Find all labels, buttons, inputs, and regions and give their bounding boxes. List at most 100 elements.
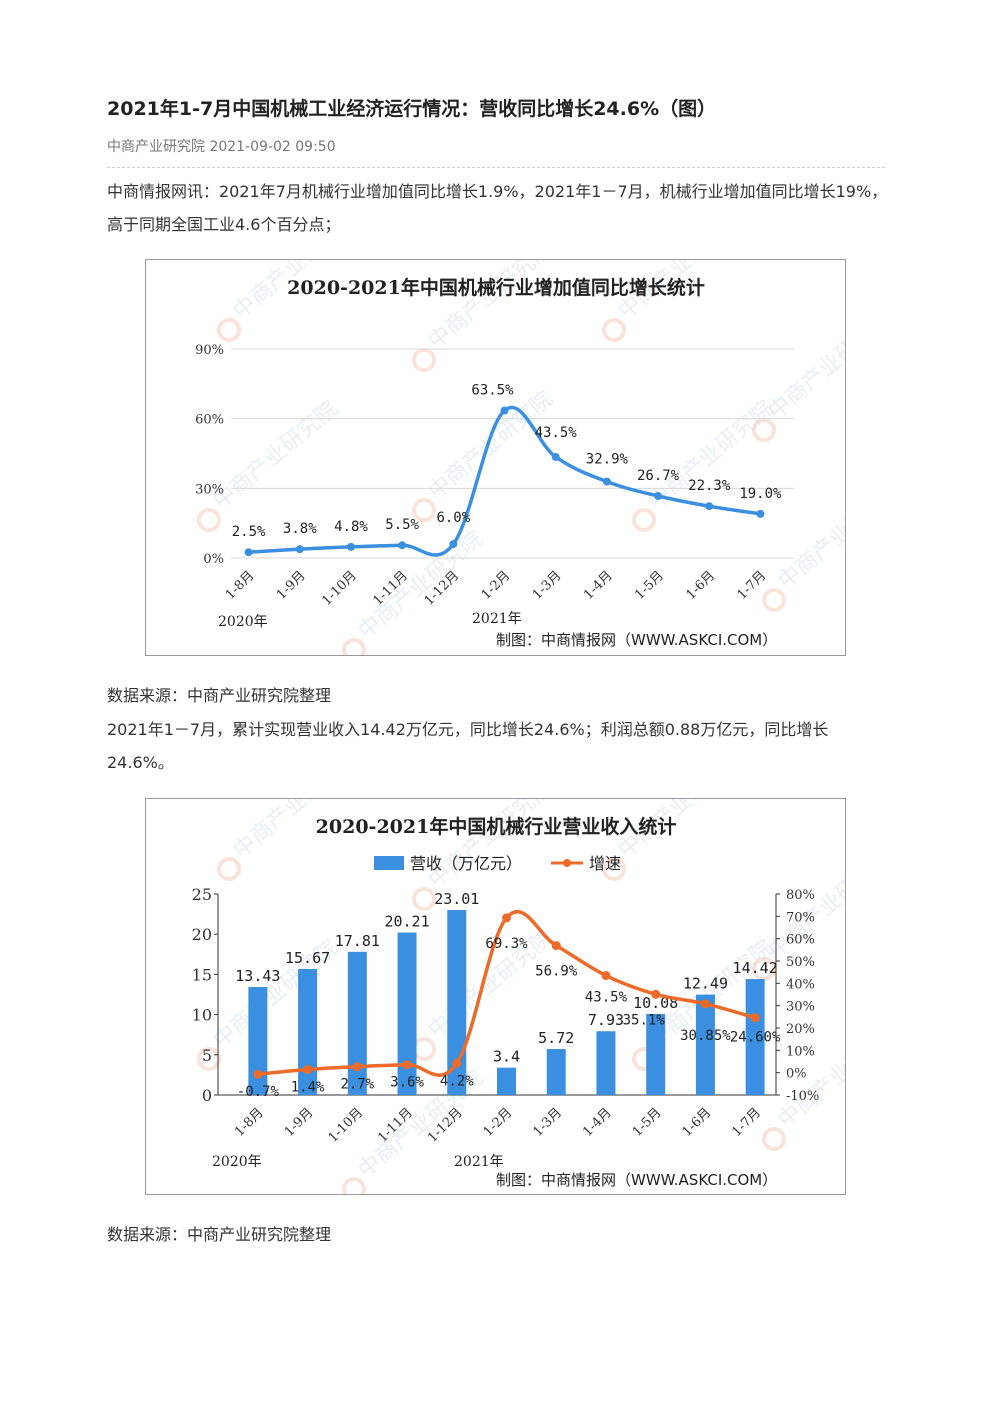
growth-point xyxy=(750,1013,760,1023)
x-tick-label: 1-3月 xyxy=(530,568,565,603)
watermark-logo-icon xyxy=(197,1047,221,1071)
chart-title: 2020-2021年中国机械行业营业收入统计 xyxy=(316,815,677,838)
data-label: 22.3% xyxy=(688,478,731,494)
y-tick-label-left: 20 xyxy=(192,925,212,944)
data-point xyxy=(551,452,560,461)
bar-value-label: 13.43 xyxy=(235,967,280,985)
y-tick-label-left: 0 xyxy=(202,1086,212,1105)
growth-point xyxy=(551,941,561,951)
watermark-logo-icon xyxy=(197,508,221,532)
bar-value-label: 20.21 xyxy=(384,913,429,931)
bar-value-label: 3.4 xyxy=(493,1048,520,1066)
y-tick-label: 60% xyxy=(195,413,224,428)
bar xyxy=(248,987,268,1095)
watermark-text: 中商产业研究院 xyxy=(424,799,558,894)
bar-value-label: 7.93 xyxy=(588,1011,624,1029)
bar xyxy=(646,1013,666,1095)
y-tick-label-left: 15 xyxy=(192,965,212,984)
legend-label: 营收（万亿元） xyxy=(410,854,522,873)
growth-label: -0.7% xyxy=(237,1084,280,1100)
chart-2: 中商产业研究院 中商产业研究院 中商产业研究院 中商产业研究院 中商产业研究院 中商产业研… xyxy=(145,798,846,1195)
growth-point xyxy=(452,1058,462,1068)
x-tick-label: 1-7月 xyxy=(729,1105,764,1140)
bar xyxy=(397,932,417,1095)
article-meta: 中商产业研究院 2021-09-02 09:50 xyxy=(107,139,336,155)
paragraph-2: 2021年1－7月，累计实现营业收入14.42万亿元，同比增长24.6%；利润总… xyxy=(107,720,829,772)
y-tick-label-left: 10 xyxy=(192,1006,212,1025)
data-point xyxy=(346,542,355,551)
watermark-logo-icon xyxy=(412,887,436,911)
data-label: 2.5% xyxy=(232,524,266,540)
y-tick-label-right: 50% xyxy=(786,955,815,970)
data-label: 26.7% xyxy=(637,468,680,484)
watermark-logo-icon xyxy=(602,318,626,342)
bar xyxy=(298,969,318,1095)
bar-value-label: 14.42 xyxy=(733,959,778,977)
watermark-logo-icon xyxy=(602,857,626,881)
data-point xyxy=(244,548,253,557)
y-tick-label-right: 60% xyxy=(786,933,815,948)
x-tick-label: 1-5月 xyxy=(632,568,667,603)
bar-value-label: 23.01 xyxy=(434,890,479,908)
chart-1: 中商产业研究院 中商产业研究院 中商产业研究院 中商产业研究院 中商产业研究院 中商产业研… xyxy=(145,259,846,656)
data-point xyxy=(602,477,611,486)
data-label: 4.8% xyxy=(334,519,368,535)
watermark-logo-icon xyxy=(342,638,366,655)
y-tick-label-left: 5 xyxy=(202,1046,212,1065)
year-label: 2020年 xyxy=(218,614,268,630)
watermark-text: 中商产业研究院 xyxy=(354,526,488,644)
watermark-logo-icon xyxy=(412,498,436,522)
growth-point xyxy=(303,1065,313,1075)
year-label: 2020年 xyxy=(212,1154,262,1170)
x-tick-label: 1-8月 xyxy=(223,568,258,603)
y-tick-label-left: 25 xyxy=(192,885,212,904)
legend-swatch-marker xyxy=(563,859,571,867)
x-tick-label: 1-10月 xyxy=(319,568,359,608)
y-tick-label: 90% xyxy=(195,343,224,358)
x-tick-label: 1-10月 xyxy=(326,1105,366,1145)
watermark-text: 中商产业研究院 xyxy=(209,396,343,514)
year-label: 2021年 xyxy=(454,1154,504,1170)
x-tick-label: 1-2月 xyxy=(479,568,514,603)
y-tick-label-right: 70% xyxy=(786,910,815,925)
article-title: 2021年1-7月中国机械工业经济运行情况：营收同比增长24.6%（图） xyxy=(107,98,717,120)
x-tick-label: 1-4月 xyxy=(580,1105,615,1140)
growth-point xyxy=(700,999,710,1009)
bar xyxy=(745,979,765,1095)
data-label: 19.0% xyxy=(739,486,782,502)
legend-swatch-bar xyxy=(374,856,404,870)
bar-value-label: 5.72 xyxy=(538,1029,574,1047)
data-point xyxy=(398,541,407,550)
x-tick-label: 1-3月 xyxy=(530,1105,565,1140)
data-point xyxy=(756,509,765,518)
y-tick-label-right: 0% xyxy=(786,1067,807,1082)
growth-label: 43.5% xyxy=(585,990,628,1006)
bar xyxy=(497,1067,516,1095)
data-point xyxy=(500,406,509,415)
x-tick-label: 1-8月 xyxy=(232,1105,267,1140)
y-tick-label-right: 80% xyxy=(786,888,815,903)
growth-point xyxy=(402,1060,412,1070)
y-tick-label-right: 30% xyxy=(786,1000,815,1015)
y-tick-label-right: 40% xyxy=(786,977,815,992)
bar xyxy=(546,1049,566,1095)
data-point xyxy=(449,540,458,549)
growth-label: 30.85% xyxy=(680,1028,731,1044)
watermark-logo-icon xyxy=(632,508,656,532)
x-tick-label: 1-4月 xyxy=(581,568,616,603)
bar-value-label: 15.67 xyxy=(285,949,330,967)
legend-label: 增速 xyxy=(589,854,621,873)
y-tick-label-right: 20% xyxy=(786,1022,815,1037)
watermark-logo-icon xyxy=(762,1127,786,1151)
watermark-logo-icon xyxy=(217,857,241,881)
x-tick-label: 1-6月 xyxy=(680,1105,715,1140)
growth-point xyxy=(601,971,611,981)
source-2: 数据来源：中商产业研究院整理 xyxy=(107,1225,332,1244)
bar-value-label: 17.81 xyxy=(335,932,380,950)
watermark-logo-icon xyxy=(752,957,776,981)
bar xyxy=(347,951,367,1095)
growth-point xyxy=(651,989,661,999)
data-label: 6.0% xyxy=(436,510,470,526)
paragraph-1: 中商情报网讯：2021年7月机械行业增加值同比增长1.9%，2021年1－7月，… xyxy=(107,182,888,234)
